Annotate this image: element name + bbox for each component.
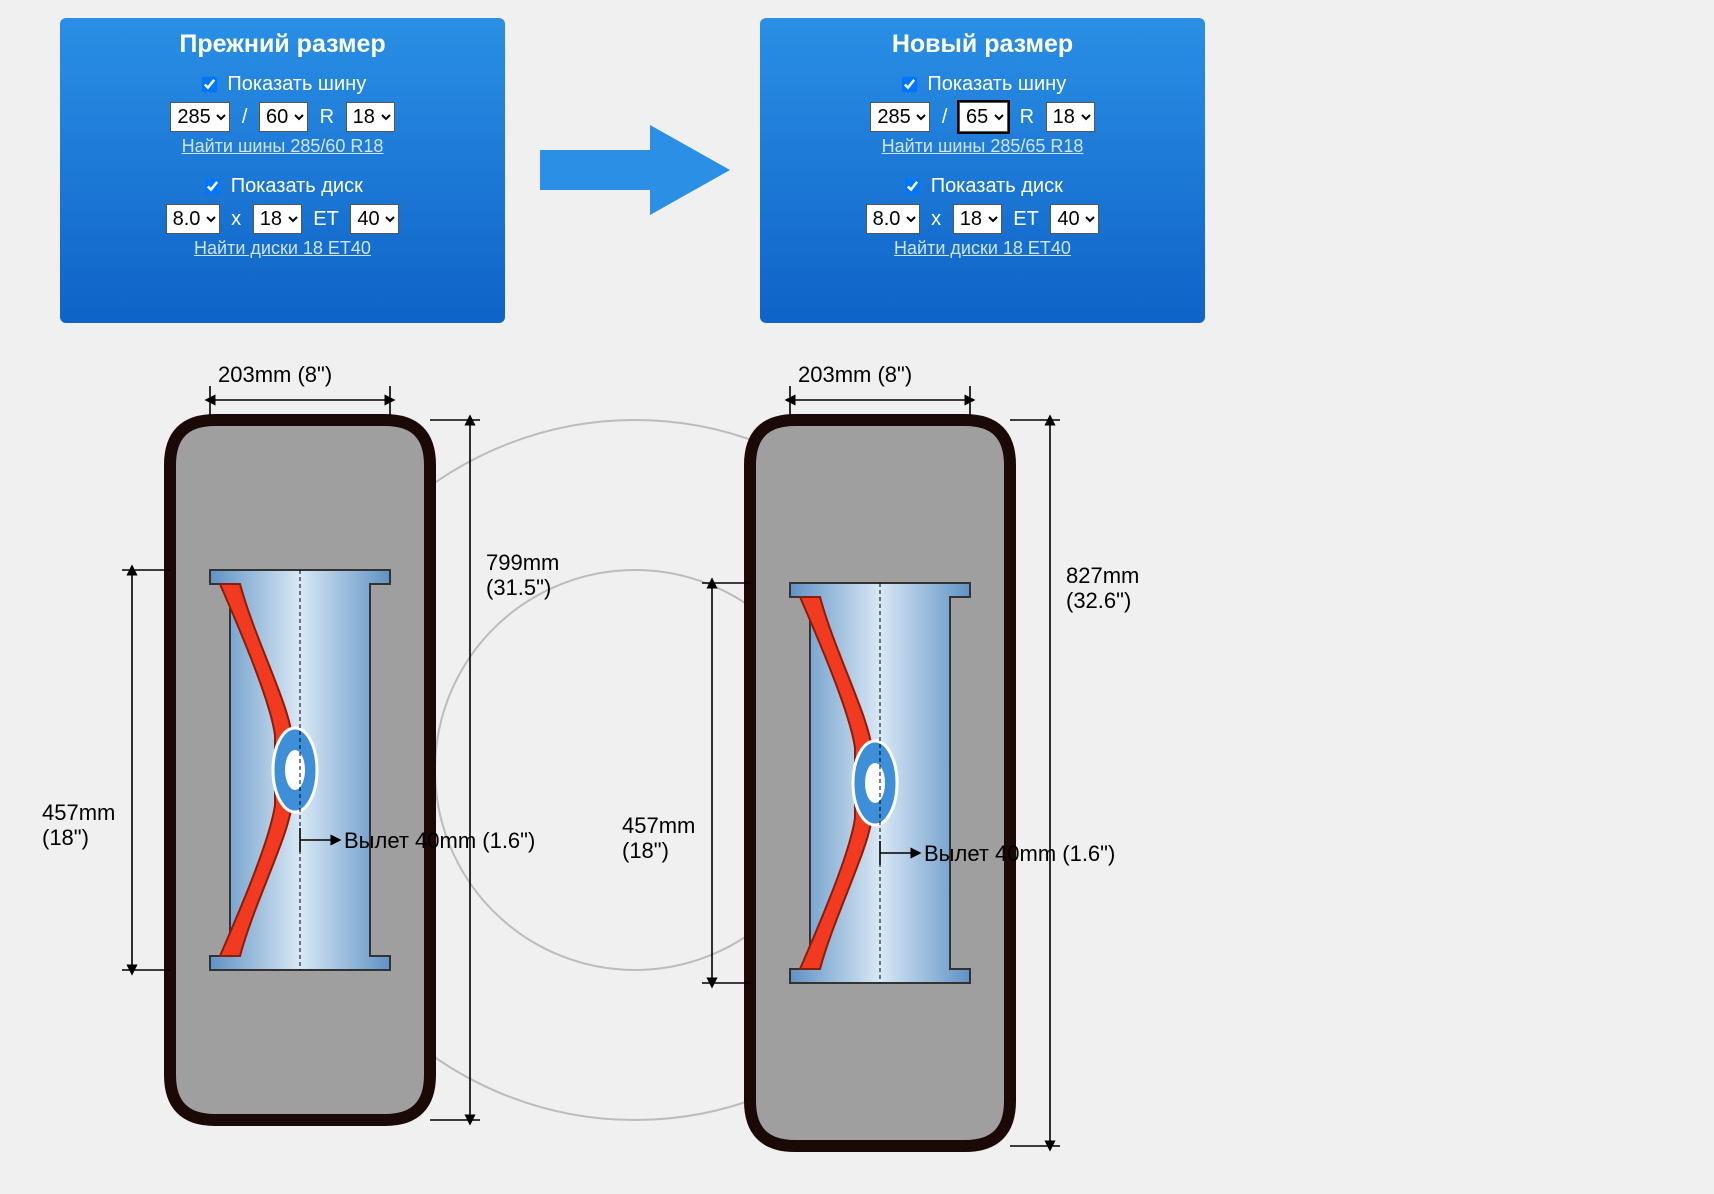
- select-wheel-width[interactable]: 8.0: [866, 204, 920, 234]
- panel-old-size: Прежний размер Показать шину 285 / 60 R …: [60, 18, 505, 323]
- dim-label: 799mm(31.5"): [486, 550, 559, 601]
- link-find-wheels[interactable]: Найти диски 18 ET40: [70, 238, 495, 259]
- label-R: R: [1014, 106, 1040, 129]
- row-wheel-size: 8.0 x 18 ET 40: [70, 204, 495, 234]
- select-wheel-width[interactable]: 8.0: [166, 204, 220, 234]
- checkbox-show-wheel[interactable]: [905, 179, 921, 195]
- select-wheel-et[interactable]: 40: [1050, 204, 1099, 234]
- link-find-tires[interactable]: Найти шины 285/60 R18: [70, 136, 495, 157]
- select-tire-diam[interactable]: 18: [346, 102, 395, 132]
- label-show-tire: Показать шину: [227, 73, 366, 95]
- label-x: x: [225, 208, 247, 231]
- select-tire-width[interactable]: 285: [870, 102, 930, 132]
- dim-label: 457mm(18"): [42, 800, 115, 851]
- select-wheel-diam[interactable]: 18: [253, 204, 302, 234]
- dim-label: Вылет 40mm (1.6"): [344, 828, 535, 853]
- select-tire-profile[interactable]: 65: [959, 102, 1008, 132]
- diagram-new: 203mm (8")827mm(32.6")457mm(18")Вылет 40…: [700, 360, 1120, 1180]
- panel-title: Прежний размер: [70, 30, 495, 59]
- panel-new-size: Новый размер Показать шину 285 / 65 R 18…: [760, 18, 1205, 323]
- select-wheel-diam[interactable]: 18: [953, 204, 1002, 234]
- row-tire-size: 285 / 65 R 18: [770, 102, 1195, 132]
- row-tire-size: 285 / 60 R 18: [70, 102, 495, 132]
- panel-title: Новый размер: [770, 30, 1195, 59]
- row-wheel-size: 8.0 x 18 ET 40: [770, 204, 1195, 234]
- row-show-tire: Показать шину: [770, 73, 1195, 96]
- label-show-wheel: Показать диск: [231, 175, 363, 197]
- dim-label: 203mm (8"): [218, 362, 332, 387]
- checkbox-show-wheel[interactable]: [205, 179, 221, 195]
- label-show-wheel: Показать диск: [931, 175, 1063, 197]
- label-ET: ET: [1007, 208, 1045, 231]
- row-show-tire: Показать шину: [70, 73, 495, 96]
- diagram-old: 203mm (8") 799mm(31.5") 457mm(18") Вылет 40…: [120, 360, 740, 1180]
- dim-label: 827mm(32.6"): [1066, 563, 1139, 614]
- dim-label: 203mm (8"): [798, 362, 912, 387]
- sep-slash: /: [236, 106, 254, 129]
- label-show-tire: Показать шину: [927, 73, 1066, 95]
- dim-label: Вылет 40mm (1.6"): [924, 841, 1115, 866]
- label-R: R: [314, 106, 340, 129]
- tire-calculator-stage: { "panels":{ "old":{ "title":"Прежний ра…: [0, 0, 1714, 1194]
- checkbox-show-tire[interactable]: [901, 77, 917, 93]
- link-find-tires[interactable]: Найти шины 285/65 R18: [770, 136, 1195, 157]
- label-x: x: [925, 208, 947, 231]
- checkbox-show-tire[interactable]: [201, 77, 217, 93]
- select-tire-width[interactable]: 285: [170, 102, 230, 132]
- select-tire-diam[interactable]: 18: [1046, 102, 1095, 132]
- sep-slash: /: [936, 106, 954, 129]
- select-tire-profile[interactable]: 60: [259, 102, 308, 132]
- label-ET: ET: [307, 208, 345, 231]
- arrow-icon: [540, 120, 730, 220]
- dim-label: 457mm(18"): [622, 813, 695, 864]
- row-show-wheel: Показать диск: [70, 175, 495, 198]
- select-wheel-et[interactable]: 40: [350, 204, 399, 234]
- row-show-wheel: Показать диск: [770, 175, 1195, 198]
- link-find-wheels[interactable]: Найти диски 18 ET40: [770, 238, 1195, 259]
